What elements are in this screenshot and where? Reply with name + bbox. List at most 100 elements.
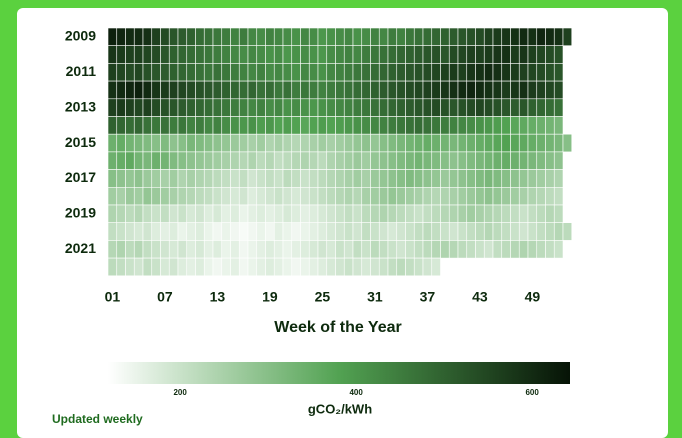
heat-cell xyxy=(238,63,249,82)
heat-cell xyxy=(466,240,476,259)
heat-cell xyxy=(195,257,205,277)
heat-cell xyxy=(378,222,389,241)
heat-cell xyxy=(352,63,363,82)
heat-cell xyxy=(230,116,240,135)
update-note: Updated weekly xyxy=(52,412,143,426)
heat-cell xyxy=(212,257,223,277)
heat-cell xyxy=(501,169,511,188)
heat-cell xyxy=(247,240,258,259)
heat-cell xyxy=(527,169,538,188)
heat-cell xyxy=(195,27,205,47)
heat-cell xyxy=(133,240,144,259)
heat-cell xyxy=(413,98,424,117)
heat-cell xyxy=(116,240,126,259)
heat-cell xyxy=(326,116,336,135)
heat-cell xyxy=(230,169,240,188)
heat-cell xyxy=(405,257,415,277)
heat-cell xyxy=(361,240,371,259)
heat-cell xyxy=(308,204,319,224)
heat-cell xyxy=(230,240,240,259)
heat-cell xyxy=(492,151,503,170)
heat-cell xyxy=(405,169,415,188)
heat-cell xyxy=(186,169,196,188)
heat-cell xyxy=(422,98,433,117)
heat-cell xyxy=(300,187,310,206)
heat-cell xyxy=(300,27,310,47)
heat-cell xyxy=(343,27,354,47)
heat-cell xyxy=(151,204,161,224)
heat-cell xyxy=(282,98,293,117)
heat-cell xyxy=(273,80,284,100)
heat-cell xyxy=(177,204,188,224)
heat-cell xyxy=(116,45,126,64)
heat-cell xyxy=(361,27,371,47)
heat-cell xyxy=(545,151,555,170)
heat-cell xyxy=(466,80,476,100)
heat-cell xyxy=(475,240,485,259)
heat-cell xyxy=(247,63,258,82)
heat-cell xyxy=(317,27,328,47)
heat-cell xyxy=(256,98,266,117)
heat-cell xyxy=(352,151,363,170)
heat-cell xyxy=(431,45,441,64)
heat-cell xyxy=(413,169,424,188)
heat-cell xyxy=(125,98,135,117)
heat-cell xyxy=(168,151,179,170)
heat-cell xyxy=(186,133,196,153)
heat-cell xyxy=(422,27,433,47)
heat-cell xyxy=(475,151,485,170)
heat-cell xyxy=(466,98,476,117)
heat-cell xyxy=(125,116,135,135)
heat-cell xyxy=(527,133,538,153)
heat-cell xyxy=(387,63,398,82)
heat-cell xyxy=(518,27,529,47)
heat-cell xyxy=(352,45,363,64)
heat-cell xyxy=(230,98,240,117)
heat-cell xyxy=(518,63,529,82)
heat-cell xyxy=(151,240,161,259)
heat-cell xyxy=(396,27,406,47)
heat-cell xyxy=(256,45,266,64)
heat-cell xyxy=(343,80,354,100)
heat-cell xyxy=(518,187,529,206)
heat-cell xyxy=(361,80,371,100)
heat-cell xyxy=(562,27,573,47)
heat-cell xyxy=(343,240,354,259)
heat-cell xyxy=(553,169,564,188)
heat-cell xyxy=(518,151,529,170)
heat-cell xyxy=(256,80,266,100)
heat-cell xyxy=(212,187,223,206)
heat-cell xyxy=(142,80,153,100)
heat-cell xyxy=(116,98,126,117)
heat-cell xyxy=(265,169,275,188)
heat-cell xyxy=(177,80,188,100)
heat-cell xyxy=(483,169,494,188)
heat-cell xyxy=(107,133,118,153)
x-tick-label: 07 xyxy=(157,289,173,305)
heat-cell xyxy=(501,80,511,100)
heat-cell xyxy=(186,240,196,259)
heat-cell xyxy=(265,27,275,47)
heat-cell xyxy=(378,187,389,206)
heat-cell xyxy=(273,133,284,153)
heat-cell xyxy=(335,98,345,117)
heat-cell xyxy=(125,63,135,82)
heat-cell xyxy=(387,133,398,153)
heat-cell xyxy=(518,169,529,188)
heat-cell xyxy=(168,45,179,64)
heat-cell xyxy=(326,240,336,259)
x-tick-label: 01 xyxy=(105,289,121,305)
heat-cell xyxy=(387,98,398,117)
heat-cell xyxy=(212,63,223,82)
heat-cell xyxy=(370,63,380,82)
heat-cell xyxy=(308,169,319,188)
heat-cell xyxy=(510,240,520,259)
heat-cell xyxy=(282,187,293,206)
heat-cell xyxy=(273,222,284,241)
heat-cell xyxy=(457,80,468,100)
heat-cell xyxy=(536,98,546,117)
heat-cell xyxy=(475,169,485,188)
heat-cell xyxy=(501,27,511,47)
heat-cell xyxy=(168,80,179,100)
heat-cell xyxy=(352,257,363,277)
